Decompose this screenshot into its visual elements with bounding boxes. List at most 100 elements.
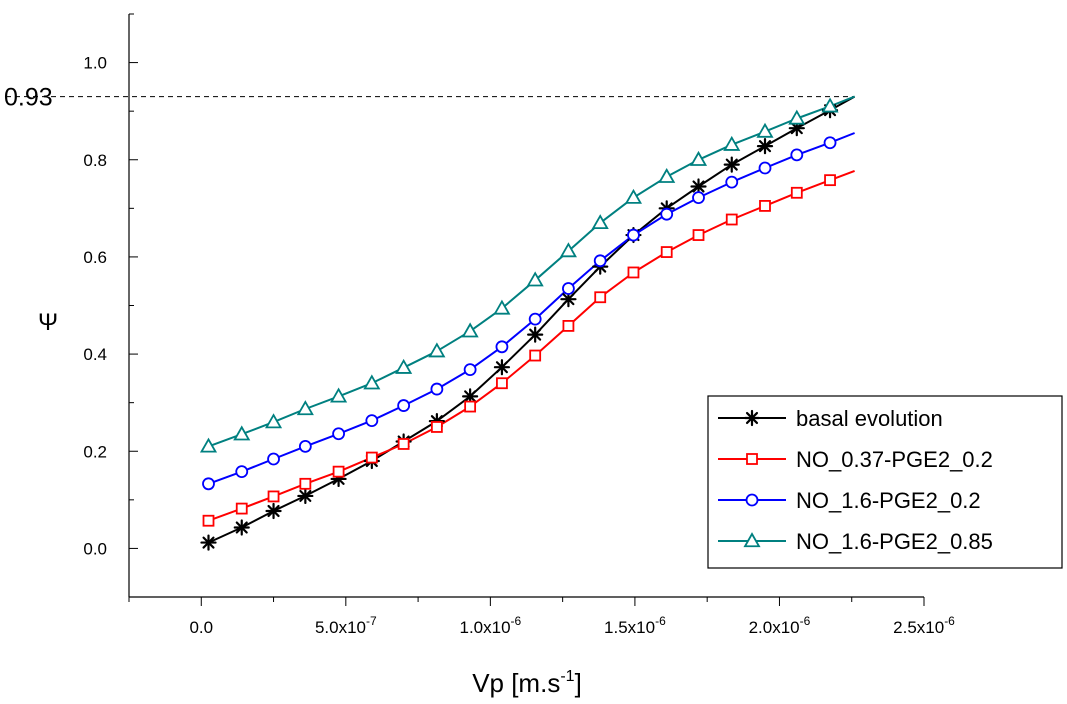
marker-asterisk (265, 502, 282, 520)
marker-triangle (526, 271, 544, 287)
marker-circle (562, 282, 575, 295)
marker-circle (593, 254, 607, 268)
x-tick-mantissa: 2.5x10 (893, 618, 944, 637)
legend-label-2: NO_0.37-PGE2_0.2 (796, 447, 993, 472)
marker-square (235, 502, 248, 515)
marker-circle (202, 477, 215, 491)
marker-asterisk (743, 409, 761, 427)
x-tick-label: 5.0x10-7 (315, 614, 377, 637)
marker-triangle (624, 188, 643, 204)
marker-asterisk-stroke (758, 140, 772, 153)
marker-asterisk (788, 120, 805, 137)
marker-triangle (756, 122, 774, 138)
marker-asterisk (233, 519, 250, 536)
x-tick-exponent: -6 (511, 614, 522, 628)
marker-circle (298, 439, 312, 453)
marker-asterisk-stroke (235, 521, 248, 534)
marker-asterisk (493, 359, 511, 376)
marker-square (746, 453, 758, 465)
marker-triangle (461, 322, 479, 338)
legend-label-1: basal evolution (796, 406, 943, 431)
marker-circle (790, 148, 804, 162)
marker-circle (528, 312, 542, 326)
marker-asterisk (690, 178, 707, 195)
x-axis-title-superscript: -1 (560, 668, 574, 685)
marker-square (562, 320, 575, 332)
x-tick-exponent: -7 (366, 614, 377, 628)
reference-line-group: 0.93 (4, 84, 855, 112)
series-markers-2 (202, 174, 836, 527)
x-tick-label: 2.0x10-6 (749, 614, 811, 637)
marker-asterisk-stroke (790, 122, 803, 135)
marker-square (529, 349, 542, 362)
marker-triangle (330, 387, 348, 403)
x-tick-mantissa: 5.0x10 (315, 618, 366, 637)
marker-triangle (788, 109, 806, 125)
marker-asterisk-stroke (464, 390, 477, 403)
marker-asterisk-stroke (202, 536, 215, 549)
marker-asterisk (756, 138, 774, 155)
y-tick-label: 0.4 (83, 345, 107, 364)
marker-circle (823, 136, 837, 150)
marker-square (397, 438, 410, 450)
marker-triangle (689, 150, 708, 166)
marker-asterisk (723, 156, 740, 173)
marker-square (759, 200, 771, 212)
x-tick-label: 2.5x10-6 (893, 614, 955, 637)
marker-asterisk (527, 326, 544, 343)
marker-circle (332, 427, 345, 441)
x-tick-exponent: -6 (944, 614, 955, 628)
marker-circle (627, 228, 640, 242)
marker-triangle (395, 358, 413, 374)
marker-asterisk-stroke (745, 411, 759, 425)
marker-square (430, 421, 443, 433)
marker-triangle (723, 135, 741, 151)
x-tick-mantissa: 1.0x10 (460, 618, 511, 637)
marker-triangle (743, 532, 761, 548)
marker-asterisk (297, 487, 314, 505)
marker-triangle (658, 167, 676, 183)
marker-square (627, 266, 640, 279)
marker-square (725, 213, 738, 226)
x-axis-title-end: ] (575, 668, 582, 698)
marker-triangle (493, 299, 511, 315)
marker-square (692, 229, 705, 241)
x-axis-title-main: Vp [m.s (472, 668, 560, 698)
axes: 0.00.20.40.60.81.00.0 5.0x10-7 1.0x10-6 1.5… (83, 13, 955, 637)
x-tick-exponent: -6 (655, 614, 666, 628)
series-markers (199, 97, 839, 551)
marker-asterisk-stroke (267, 504, 280, 518)
marker-circle (235, 465, 249, 479)
marker-triangle (233, 425, 251, 441)
marker-circle (267, 452, 280, 466)
marker-circle (365, 414, 379, 428)
marker-asterisk-stroke (725, 158, 738, 171)
marker-triangle (559, 242, 577, 258)
marker-square (496, 377, 508, 390)
marker-circle (463, 363, 477, 377)
x-tick-exponent: -6 (800, 614, 811, 628)
marker-circle (758, 161, 772, 175)
marker-square (202, 514, 215, 527)
y-tick-label: 1.0 (83, 54, 107, 73)
series-markers-3 (202, 136, 837, 491)
marker-asterisk-stroke (495, 361, 508, 374)
legend-label-4: NO_1.6-PGE2_0.85 (796, 529, 993, 554)
y-tick-label: 0.2 (83, 442, 107, 461)
legend-box (707, 395, 1063, 569)
marker-triangle (591, 214, 609, 230)
marker-square (299, 477, 312, 490)
y-tick-label: 0.8 (83, 151, 107, 170)
marker-circle (725, 175, 739, 189)
marker-square (332, 465, 345, 478)
marker-triangle (821, 97, 839, 113)
marker-circle (430, 382, 444, 396)
marker-triangle (428, 342, 446, 358)
y-axis-title: Ψ (38, 309, 58, 336)
marker-square (365, 451, 378, 464)
marker-square (267, 490, 280, 503)
marker-circle (660, 207, 674, 221)
marker-square (464, 400, 477, 413)
x-tick-label: 1.0x10-6 (460, 614, 522, 637)
